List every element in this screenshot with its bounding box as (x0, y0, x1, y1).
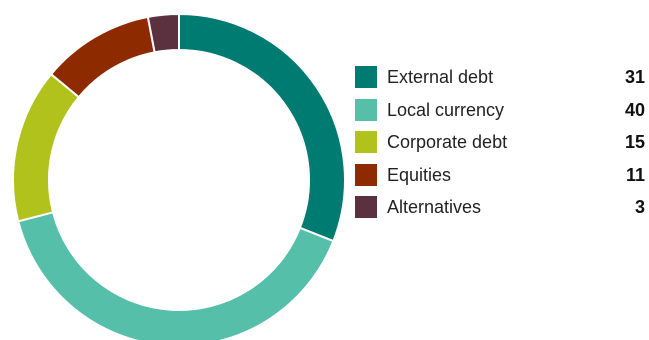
legend-item-corporate-debt: Corporate debt 15 (355, 129, 645, 162)
donut-chart (12, 12, 346, 340)
legend-swatch (355, 98, 377, 121)
slice-local-currency (16, 211, 335, 340)
slice-external-debt (178, 12, 346, 243)
slice-corporate-debt (12, 72, 81, 223)
slice-equities (49, 15, 156, 99)
legend-label: Alternatives (387, 197, 482, 217)
legend-item-equities: Equities 11 (355, 162, 645, 195)
slice-alternatives (146, 12, 180, 54)
legend-swatch (355, 131, 377, 153)
legend-swatch (355, 196, 377, 218)
legend-value: 11 (625, 164, 645, 185)
legend-swatch (355, 66, 377, 88)
legend-value: 15 (624, 132, 645, 152)
legend-label: External debt (387, 67, 494, 87)
legend-value: 31 (624, 67, 645, 87)
legend-label: Equities (387, 164, 452, 185)
legend-label: Corporate debt (387, 132, 508, 152)
legend-value: 3 (634, 197, 645, 217)
legend: External debt 31 Local currency 40 Corporate… (355, 64, 645, 227)
legend-item-local-currency: Local currency 40 (355, 97, 645, 130)
legend-value: 40 (624, 99, 645, 120)
legend-item-external-debt: External debt 31 (355, 64, 645, 97)
legend-item-alternatives: Alternatives 3 (355, 194, 645, 227)
legend-label: Local currency (387, 99, 505, 120)
legend-swatch (355, 163, 377, 186)
